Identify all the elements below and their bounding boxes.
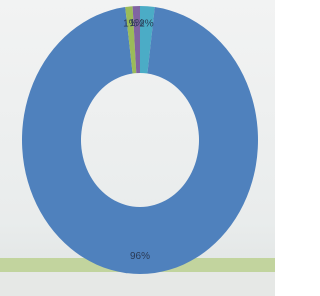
- chart: 2%96%1%1%: [0, 0, 275, 296]
- background-floor: [0, 272, 275, 296]
- page: 2%96%1%1% (() => { const data = JSON.par…: [0, 0, 320, 296]
- data-label: 96%: [130, 251, 150, 262]
- data-label: 1%: [130, 18, 145, 29]
